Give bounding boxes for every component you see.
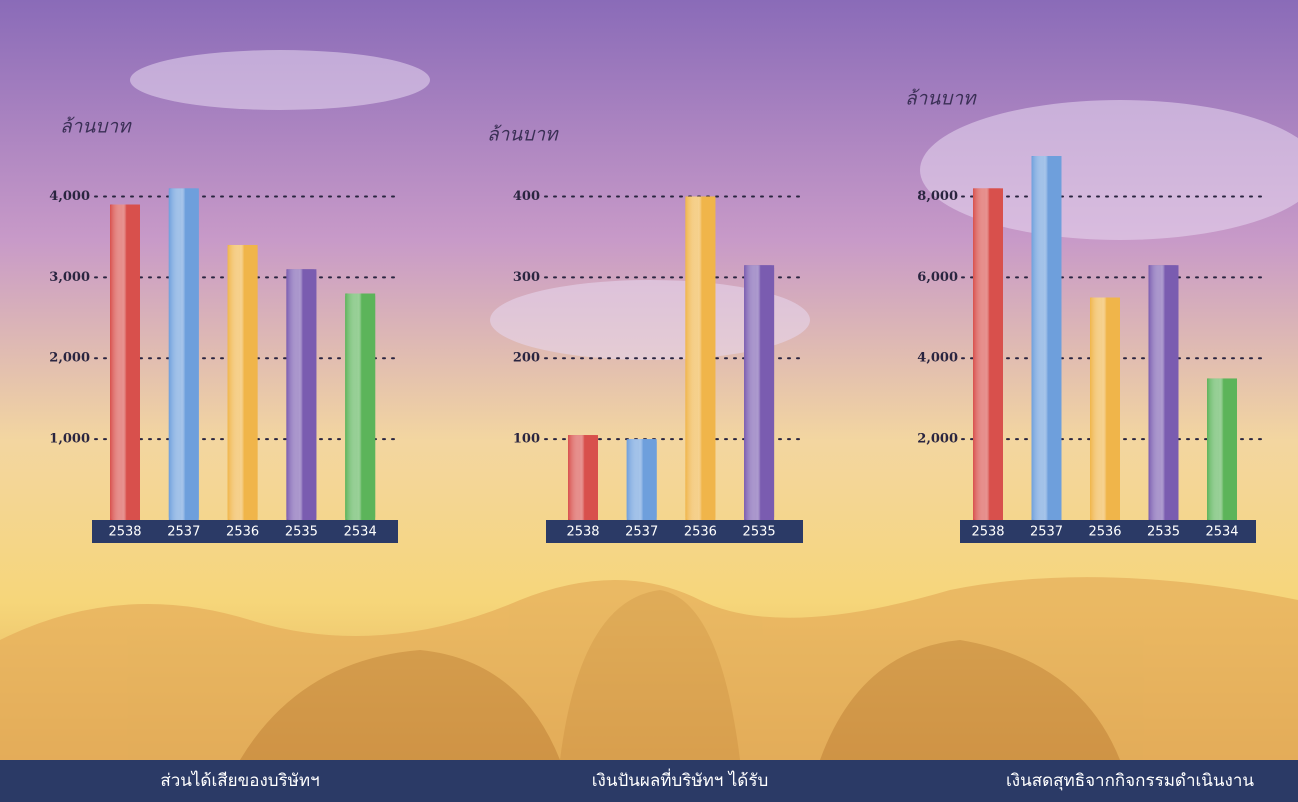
y-tick-label: 4,000	[917, 351, 958, 366]
x-tick-label: 2537	[625, 525, 658, 540]
bar	[744, 265, 775, 520]
x-tick-label: 2536	[684, 525, 717, 540]
bar	[568, 435, 598, 520]
x-tick-label: 2536	[226, 525, 259, 540]
y-axis-label: ล้านบาท	[60, 116, 132, 137]
bar	[973, 188, 1003, 520]
y-tick-label: 1,000	[49, 432, 90, 447]
y-tick-label: 2,000	[49, 351, 90, 366]
chart-title: ส่วนได้เสียของบริษัทฯ	[160, 770, 319, 791]
y-tick-label: 8,000	[917, 189, 958, 204]
category-strip	[960, 520, 1256, 543]
y-tick-label: 3,000	[49, 270, 90, 285]
bar	[227, 244, 258, 520]
y-tick-label: 200	[513, 351, 540, 366]
x-tick-label: 2538	[108, 525, 141, 540]
bar	[685, 196, 716, 520]
bar	[286, 269, 317, 520]
bar	[110, 204, 140, 521]
x-tick-label: 2535	[1147, 525, 1180, 540]
y-tick-label: 100	[513, 432, 540, 447]
category-strip	[546, 520, 803, 543]
x-tick-label: 2538	[566, 525, 599, 540]
chart-title: เงินปันผลที่บริษัทฯ ได้รับ	[592, 768, 769, 791]
x-tick-label: 2535	[285, 525, 318, 540]
footer-strip	[0, 760, 1298, 802]
x-tick-label: 2535	[743, 525, 776, 540]
bar	[345, 293, 376, 520]
hills	[0, 577, 1298, 760]
category-strip	[92, 520, 398, 543]
bar	[1090, 297, 1120, 520]
bar	[1031, 156, 1062, 520]
y-tick-label: 2,000	[917, 432, 958, 447]
chart-title: เงินสดสุทธิจากกิจกรรมดำเนินงาน	[1006, 771, 1254, 791]
bar	[1207, 378, 1237, 520]
y-axis-label: ล้านบาท	[905, 88, 977, 109]
x-tick-label: 2536	[1088, 525, 1121, 540]
x-tick-label: 2534	[1205, 525, 1238, 540]
y-axis-label: ล้านบาท	[487, 124, 559, 145]
y-tick-label: 4,000	[49, 189, 90, 204]
y-tick-label: 300	[513, 270, 540, 285]
x-tick-label: 2534	[344, 525, 377, 540]
y-tick-label: 400	[513, 189, 540, 204]
y-tick-label: 6,000	[917, 270, 958, 285]
x-tick-label: 2537	[167, 525, 200, 540]
bar	[1148, 265, 1179, 520]
x-tick-label: 2538	[971, 525, 1004, 540]
x-tick-label: 2537	[1030, 525, 1063, 540]
bar	[626, 439, 657, 520]
bar	[168, 188, 199, 520]
clouds	[130, 50, 1298, 360]
